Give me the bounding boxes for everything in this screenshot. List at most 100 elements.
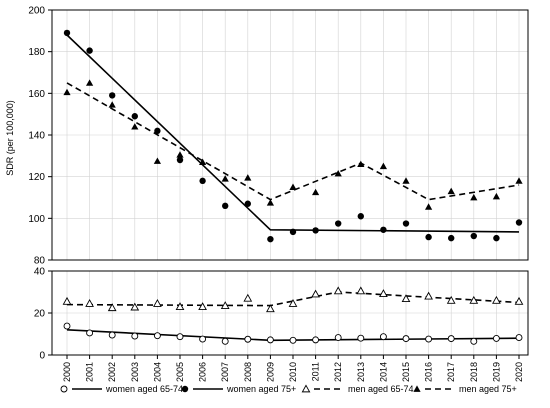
legend-label: women aged 75+ [226,384,296,394]
legend-marker [413,385,421,392]
data-point-series-4 [266,199,274,206]
data-point-series-2 [244,200,251,207]
data-point-series-4 [515,177,523,184]
x-tick-label: 2000 [62,362,72,382]
data-point-series-3 [333,286,343,295]
data-point-series-2 [109,92,116,99]
data-point-series-4 [492,192,500,200]
data-point-series-2 [425,233,432,241]
x-tick-label: 2014 [378,362,388,382]
y-tick-label: 0 [39,351,45,362]
data-point-series-4 [379,162,387,170]
data-point-series-4 [402,177,410,184]
data-point-series-3 [288,299,298,307]
data-point-series-3 [379,289,388,298]
legend-label: women aged 65-74 [105,384,183,394]
data-point-series-2 [470,232,477,240]
trend-line-2 [66,34,520,233]
y-axis-label: SDR (per 100,000) [5,100,15,176]
data-point-series-3 [514,296,524,305]
data-point-series-2 [63,29,71,37]
legend-marker [60,385,68,393]
legend-label: men aged 75+ [459,384,517,394]
x-tick-label: 2008 [243,362,253,382]
data-point-series-4 [312,188,320,196]
data-point-series-1 [312,336,320,344]
y-tick-label: 20 [34,309,46,320]
grid-layer [52,9,528,356]
data-point-series-3 [401,294,411,303]
y-tick-label: 120 [28,172,45,183]
data-point-series-1 [221,337,229,345]
legend-marker [301,384,311,393]
data-point-series-1 [470,337,478,345]
x-tick-label: 2017 [446,362,456,382]
data-point-series-2 [86,47,93,54]
y-tick-label: 160 [28,89,45,100]
x-tick-label: 2018 [469,362,479,382]
data-point-series-3 [492,295,501,304]
data-point-series-1 [63,322,71,330]
data-point-series-1 [176,333,184,341]
legend: women aged 65-74 women aged 75+ men aged 6… [60,384,517,394]
x-tick-label: 2007 [220,362,230,382]
data-point-series-3 [107,303,117,312]
x-tick-label: 2004 [152,362,162,382]
data-point-series-4 [425,203,433,210]
data-point-series-2 [267,235,274,243]
data-point-series-3 [62,296,72,305]
data-point-series-4 [334,169,342,177]
data-point-series-1 [266,336,274,344]
x-tick-label: 2011 [311,362,321,381]
data-point-series-1 [131,332,139,340]
data-point-series-4 [199,158,207,165]
x-tick-label: 2015 [401,362,411,382]
y-tick-label: 40 [34,267,46,278]
x-tick-label: 2003 [130,362,140,382]
data-point-series-3 [356,286,366,295]
data-point-series-1 [402,335,410,343]
data-point-series-4 [131,123,139,130]
y-tick-label: 140 [28,131,45,142]
data-point-series-3 [243,293,253,302]
data-point-series-1 [199,335,207,343]
data-point-series-1 [108,331,116,339]
data-point-series-4 [176,151,184,158]
x-tick-label: 2016 [424,362,434,382]
x-tick-label: 2020 [514,362,524,382]
data-point-series-3 [198,302,207,311]
data-point-series-3 [469,295,479,304]
data-point-series-2 [380,226,387,233]
x-tick-label: 2009 [265,362,275,382]
x-tick-label: 2002 [107,362,117,382]
data-point-series-1 [244,335,252,343]
x-tick-label: 2006 [198,362,208,382]
legend-marker [181,385,189,393]
data-point-series-1 [357,334,365,342]
data-point-series-2 [357,213,364,220]
data-point-series-3 [446,295,456,304]
data-point-series-4 [153,157,161,164]
data-point-series-4 [108,101,116,108]
x-tick-label: 2012 [333,362,343,382]
data-point-series-4 [86,79,94,86]
data-point-series-3 [220,301,230,309]
y-tick-label: 100 [28,214,45,225]
data-point-series-2 [199,177,206,185]
data-point-series-3 [85,299,94,307]
legend-label: men aged 65-74 [348,384,414,394]
data-point-series-2 [402,220,410,227]
data-point-series-1 [515,334,523,342]
data-point-series-2 [154,127,161,135]
marker-layer [62,29,524,345]
data-point-series-2 [335,220,342,227]
data-point-series-2 [312,227,319,234]
data-point-series-1 [492,334,500,342]
data-point-series-2 [131,113,138,120]
data-point-series-2 [176,156,184,164]
data-point-series-4 [470,193,478,201]
data-point-series-3 [424,291,433,300]
